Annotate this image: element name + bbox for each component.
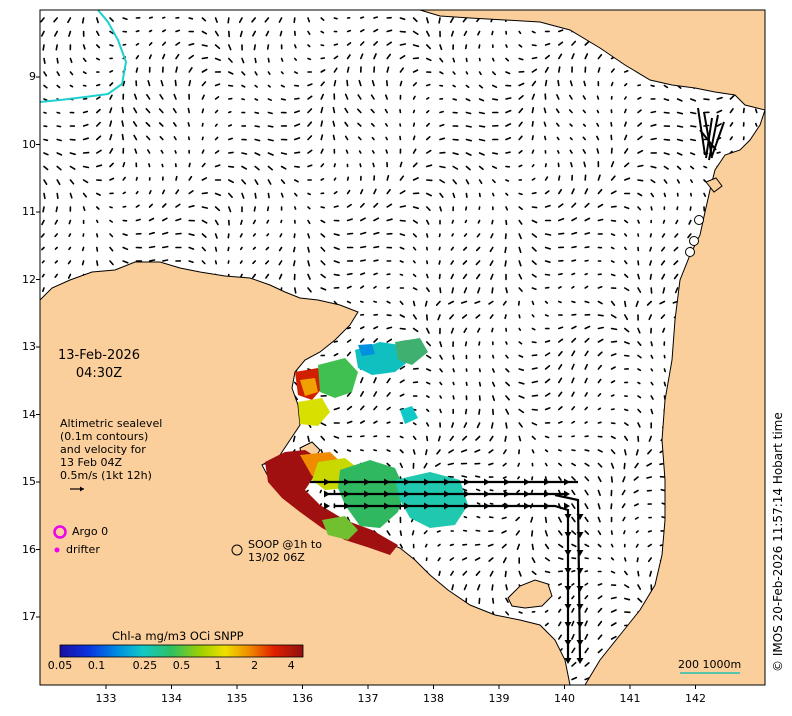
argo-legend-label: Argo 0 — [72, 525, 109, 538]
lat-tick-13: 13 — [22, 340, 36, 353]
alt-note-line-3: and velocity for — [60, 443, 146, 456]
chl-blue-1 — [358, 344, 375, 356]
colorbar-tick-0.25: 0.25 — [132, 659, 158, 672]
argo-legend-marker — [53, 525, 67, 539]
soop-label-line-1: SOOP @1h to — [248, 538, 322, 551]
colorbar-tick-0.05: 0.05 — [47, 659, 73, 672]
lon-tick-135: 135 — [226, 692, 248, 705]
date-text: 13-Feb-2026 — [58, 348, 141, 363]
credit-text: © IMOS 20-Feb-2026 11:57:14 Hobart time — [771, 412, 785, 672]
land-north-east — [419, 10, 765, 111]
lon-tick-139: 139 — [488, 692, 510, 705]
lat-tick-15: 15 — [22, 475, 36, 488]
chl-green-3 — [395, 338, 428, 365]
argo-float-3 — [685, 247, 695, 257]
land-masses — [40, 10, 765, 685]
island-small-2 — [705, 177, 723, 193]
colorbar — [59, 644, 304, 658]
lat-tick-14: 14 — [22, 407, 36, 421]
lon-tick-137: 137 — [357, 692, 379, 705]
island-south — [507, 579, 553, 609]
drifter-legend-label: drifter — [66, 543, 100, 556]
chl-cyan-1 — [395, 472, 468, 528]
lon-tick-134: 134 — [161, 692, 182, 705]
alt-note-line-2: (0.1m contours) — [60, 430, 149, 443]
time-text: 04:30Z — [75, 366, 123, 381]
alt-note-line-5: 0.5m/s (1kt 12h) — [60, 469, 152, 482]
altimetry-note: Altimetric sealevel (0.1m contours) and … — [60, 417, 162, 482]
colorbar-title: Chl-a mg/m3 OCi SNPP — [112, 629, 244, 643]
soop-legend-label: SOOP @1h to 13/02 06Z — [248, 538, 322, 564]
soop-track-heads — [324, 478, 584, 664]
lat-tick-16: 16 — [22, 542, 36, 556]
lon-tick-142: 142 — [685, 692, 706, 705]
colorbar-tick-0.5: 0.5 — [172, 659, 191, 672]
soop-legend-marker — [231, 544, 243, 556]
lon-tick-133: 133 — [95, 692, 117, 705]
lon-tick-140: 140 — [554, 692, 575, 705]
chl-high-coast — [265, 450, 398, 555]
scale-label: 200 1000m — [678, 658, 742, 671]
chl-yellow-2 — [298, 398, 330, 426]
alt-note-line-1: Altimetric sealevel — [60, 417, 163, 430]
lat-tick-12: 12 — [22, 272, 36, 286]
argo-float-1 — [694, 215, 704, 225]
chl-orange-2 — [300, 378, 318, 396]
lon-tick-141: 141 — [619, 692, 641, 705]
chl-green-2 — [318, 358, 358, 398]
drifter-legend-marker — [54, 547, 60, 553]
axis-ticks — [36, 76, 696, 689]
strait-drifter-tracks — [697, 107, 725, 161]
chl-green-4 — [322, 516, 358, 540]
argo-floats — [685, 215, 704, 257]
colorbar-tick-4: 4 — [287, 659, 295, 672]
sealevel-contour — [39, 9, 128, 103]
land-west — [40, 261, 571, 685]
lon-tick-136: 136 — [292, 692, 313, 705]
lat-tick-10: 10 — [22, 137, 36, 151]
lat-tick-9: 9 — [29, 70, 36, 83]
lat-tick-17: 17 — [22, 610, 36, 623]
lon-tick-138: 138 — [423, 692, 444, 705]
colorbar-tick-0.1: 0.1 — [87, 659, 106, 672]
colorbar-tick-2: 2 — [251, 659, 259, 672]
date-time-label: 13-Feb-2026 04:30Z — [58, 347, 140, 383]
colorbar-tick-1: 1 — [214, 659, 222, 672]
alt-note-line-4: 13 Feb 04Z — [60, 456, 122, 469]
land-east — [584, 109, 765, 685]
soop-label-line-2: 13/02 06Z — [248, 551, 305, 564]
lat-tick-11: 11 — [22, 205, 36, 218]
chl-cyan-3 — [400, 406, 418, 424]
argo-float-2 — [689, 236, 699, 246]
